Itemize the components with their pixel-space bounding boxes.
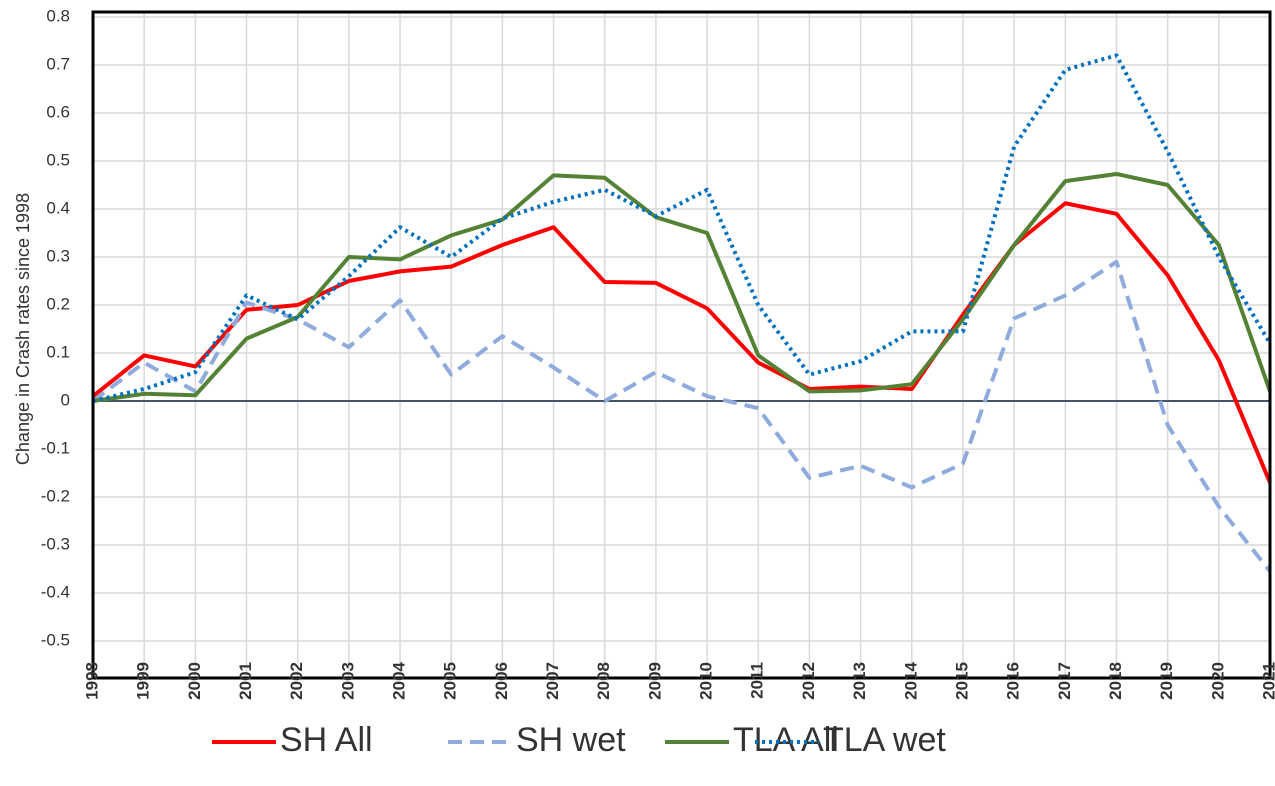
x-tick-label: 2015 — [952, 662, 971, 700]
x-tick-label: 2016 — [1004, 662, 1023, 700]
x-tick-label: 2013 — [850, 662, 869, 700]
x-tick-label: 2006 — [492, 662, 511, 700]
y-tick-label: 0.7 — [46, 54, 70, 73]
x-tick-label: 2003 — [338, 662, 357, 700]
legend-label: TLA All — [733, 721, 839, 759]
x-tick-label: 2019 — [1157, 662, 1176, 700]
line — [91, 201, 1272, 484]
x-tick-label: 2007 — [543, 662, 562, 700]
y-tick-label: 0.2 — [46, 294, 70, 313]
x-tick-label: 2009 — [645, 662, 664, 700]
y-tick-label: -0.2 — [41, 486, 70, 505]
y-axis-label: Change in Crash rates since 1998 — [13, 193, 33, 465]
y-tick-label: 0 — [61, 390, 70, 409]
line — [92, 53, 1272, 403]
x-tick-label: 2004 — [390, 661, 409, 699]
x-tick-label: 2010 — [697, 662, 716, 700]
x-tick-label: 2001 — [236, 662, 255, 700]
x-tick-label: 2000 — [185, 662, 204, 700]
x-tick-label: 2011 — [748, 662, 767, 699]
x-tick-label: 2020 — [1208, 662, 1227, 700]
y-tick-label: 0.5 — [46, 150, 70, 169]
legend-label: SH wet — [516, 721, 626, 759]
x-tick-label: 2012 — [799, 662, 818, 700]
x-tick-label: 1998 — [82, 662, 101, 700]
x-tick-label: 2021 — [1259, 662, 1275, 700]
x-tick-label: 2017 — [1055, 662, 1074, 700]
x-tick-label: 2005 — [441, 662, 460, 700]
legend-label: TLA wet — [823, 721, 946, 759]
x-tick-label: 2018 — [1106, 662, 1125, 700]
x-tick-label: 1999 — [134, 662, 153, 700]
y-tick-label: 0.3 — [46, 246, 70, 265]
y-tick-label: 0.1 — [46, 342, 70, 361]
line — [92, 171, 1272, 403]
x-tick-label: 2002 — [287, 662, 306, 700]
x-tick-label: 2014 — [901, 661, 920, 699]
y-tick-label: -0.5 — [41, 630, 70, 649]
x-tick-label: 2008 — [594, 662, 613, 700]
y-tick-label: -0.1 — [41, 438, 70, 457]
y-tick-label: 0.8 — [46, 6, 70, 25]
plot-frame — [91, 10, 1272, 680]
y-tick-label: 0.6 — [46, 102, 70, 121]
y-tick-label: -0.4 — [41, 582, 70, 601]
legend-label: SH All — [280, 721, 373, 759]
y-tick-label: -0.3 — [41, 534, 70, 553]
y-tick-label: 0.4 — [46, 198, 70, 217]
